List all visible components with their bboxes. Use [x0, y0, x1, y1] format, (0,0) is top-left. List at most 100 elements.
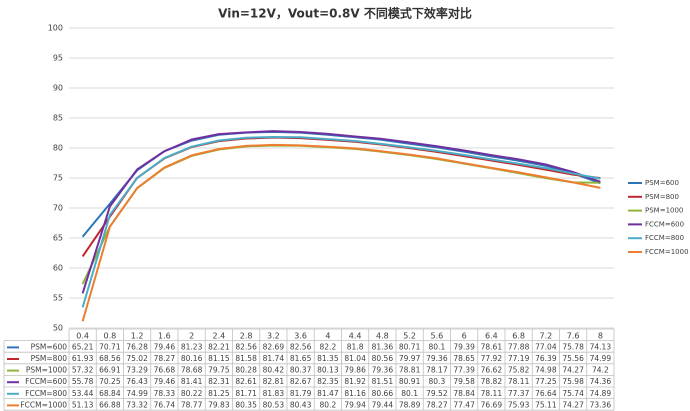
series-line — [81, 136, 601, 257]
table-value: 80.53 — [263, 400, 285, 409]
table-value: 81.16 — [344, 389, 366, 398]
table-value: 77.37 — [508, 389, 530, 398]
table-value: 77.47 — [453, 400, 475, 409]
x-tick-label: 0.4 — [76, 331, 89, 340]
table-value: 81.83 — [263, 389, 285, 398]
y-tick-label: 60 — [53, 264, 63, 273]
table-value: 78.61 — [481, 342, 503, 351]
table-value: 78.33 — [154, 389, 176, 398]
table-value: 80.16 — [181, 354, 203, 363]
table-value: 79.36 — [372, 366, 394, 375]
table-value: 76.62 — [481, 366, 503, 375]
table-value: 76.43 — [126, 377, 148, 386]
table-value: 81.23 — [181, 342, 203, 351]
table-value: 78.89 — [399, 400, 421, 409]
table-value: 74.2 — [592, 366, 609, 375]
table-value: 79.36 — [426, 354, 448, 363]
series-line — [81, 143, 601, 322]
x-tick-label: 5.6 — [431, 331, 444, 340]
x-tick-label: 4.8 — [376, 331, 389, 340]
table-value: 75.74 — [562, 389, 584, 398]
table-value: 80.2 — [320, 400, 337, 409]
table-row-label: FCCM=600 — [25, 377, 67, 386]
table-value: 82.69 — [263, 342, 285, 351]
y-tick-label: 75 — [53, 174, 63, 183]
y-tick-label: 65 — [53, 234, 63, 243]
series-line — [81, 130, 601, 294]
x-tick-label: 5.2 — [403, 331, 416, 340]
table-value: 79.46 — [154, 377, 176, 386]
y-tick-label: 55 — [53, 294, 63, 303]
table-value: 79.58 — [453, 377, 475, 386]
table-value: 66.91 — [99, 366, 121, 375]
table-value: 81.36 — [372, 342, 394, 351]
chart-title: Vin=12V，Vout=0.8V 不同模式下效率对比 — [218, 6, 472, 21]
legend-label: PSM=600 — [645, 179, 679, 187]
table-value: 79.97 — [399, 354, 421, 363]
table-value: 77.25 — [535, 377, 557, 386]
table-value: 75.82 — [508, 366, 530, 375]
y-tick-label: 100 — [48, 24, 63, 33]
table-value: 70.25 — [99, 377, 121, 386]
legend-label: PSM=1000 — [645, 207, 683, 215]
table-value: 81.25 — [208, 389, 230, 398]
table-value: 79.39 — [453, 342, 475, 351]
table-value: 81.41 — [181, 377, 203, 386]
table-value: 78.17 — [426, 366, 448, 375]
table-value: 68.56 — [99, 354, 121, 363]
table-value: 82.35 — [317, 377, 339, 386]
table-value: 75.78 — [562, 342, 584, 351]
table-value: 79.83 — [208, 400, 230, 409]
table-value: 80.43 — [290, 400, 312, 409]
table-value: 82.56 — [235, 342, 257, 351]
x-tick-label: 7.2 — [540, 331, 553, 340]
table-value: 80.35 — [235, 400, 257, 409]
table-value: 77.04 — [535, 342, 557, 351]
table-value: 82.2 — [320, 342, 337, 351]
table-value: 81.51 — [372, 377, 394, 386]
table-value: 76.74 — [154, 400, 176, 409]
table-value: 80.42 — [263, 366, 285, 375]
table-value: 75.11 — [535, 400, 557, 409]
table-value: 78.27 — [426, 400, 448, 409]
y-tick-label: 90 — [53, 84, 63, 93]
table-value: 82.31 — [208, 377, 230, 386]
table-value: 73.32 — [126, 400, 148, 409]
table-value: 74.99 — [590, 354, 612, 363]
table-value: 81.35 — [317, 354, 339, 363]
legend-label: PSM=800 — [645, 193, 679, 201]
table-value: 79.94 — [344, 400, 366, 409]
table-value: 79.52 — [426, 389, 448, 398]
x-tick-label: 7.6 — [567, 331, 580, 340]
table-value: 75.93 — [508, 400, 530, 409]
table-value: 51.13 — [72, 400, 94, 409]
table-value: 73.36 — [590, 400, 612, 409]
table-value: 78.68 — [181, 366, 203, 375]
table-value: 81.92 — [344, 377, 366, 386]
table-value: 81.15 — [208, 354, 230, 363]
table-value: 80.22 — [181, 389, 203, 398]
table-value: 61.93 — [72, 354, 94, 363]
table-value: 78.11 — [508, 377, 530, 386]
table-value: 80.91 — [399, 377, 421, 386]
table-value: 78.77 — [181, 400, 203, 409]
x-tick-label: 3.2 — [267, 331, 280, 340]
y-tick-label: 85 — [53, 114, 63, 123]
y-tick-label: 50 — [53, 324, 63, 333]
table-value: 77.39 — [453, 366, 475, 375]
table-value: 80.1 — [401, 389, 418, 398]
table-value: 73.29 — [126, 366, 148, 375]
table-value: 74.27 — [562, 366, 584, 375]
x-tick-label: 2 — [189, 331, 194, 340]
table-row-label: PSM=1000 — [26, 366, 67, 375]
table-value: 78.84 — [453, 389, 475, 398]
y-tick-label: 70 — [53, 204, 63, 213]
x-tick-label: 1.2 — [131, 331, 144, 340]
x-tick-label: 6.8 — [512, 331, 525, 340]
table-row-label: PSM=600 — [31, 342, 68, 351]
table-value: 82.81 — [263, 377, 285, 386]
table-value: 74.13 — [590, 342, 612, 351]
table-value: 70.71 — [99, 342, 121, 351]
x-tick-label: 0.8 — [104, 331, 117, 340]
table-value: 74.99 — [126, 389, 148, 398]
